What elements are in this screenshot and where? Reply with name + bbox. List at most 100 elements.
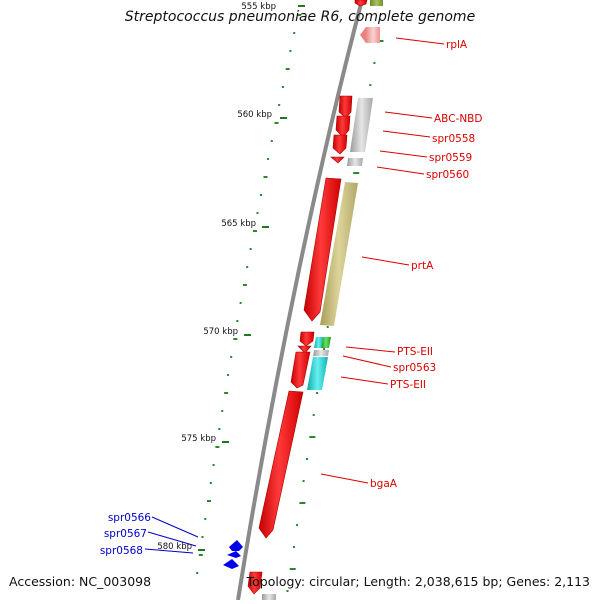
gc-dot xyxy=(236,320,239,322)
gc-dot xyxy=(306,458,308,460)
gc-dot xyxy=(212,464,215,466)
gc-dot xyxy=(227,374,230,376)
gc-dot xyxy=(263,176,268,178)
feature-bottom-grey[interactable] xyxy=(262,594,276,600)
gc-dot xyxy=(293,32,296,34)
gc-dot xyxy=(292,546,295,548)
gc-dot xyxy=(312,414,315,416)
label-pts-eii-2[interactable]: PTS-EII xyxy=(390,379,426,391)
gc-dot xyxy=(233,338,238,340)
scale-labels: 555 kbp 560 kbp 565 kbp 570 kbp 575 kbp … xyxy=(157,2,276,552)
cds-pts-eii-1[interactable] xyxy=(299,331,315,347)
gc-dot xyxy=(230,356,233,358)
label-leaders xyxy=(144,37,445,554)
feature-spr0563-grey[interactable] xyxy=(313,350,329,356)
label-rplA[interactable]: rplA xyxy=(446,39,468,51)
label-spr0568[interactable]: spr0568 xyxy=(100,545,143,557)
accession-text: Accession: NC_003098 xyxy=(9,574,152,589)
gc-dot xyxy=(373,62,376,64)
gc-dot xyxy=(239,302,242,304)
cds-spr0568[interactable] xyxy=(223,559,239,569)
gc-dot xyxy=(323,348,326,350)
gc-dot xyxy=(316,392,319,394)
label-spr0559[interactable]: spr0559 xyxy=(429,152,472,164)
tick-label-565: 565 kbp xyxy=(221,219,256,229)
gc-dot xyxy=(377,40,384,42)
label-spr0563[interactable]: spr0563 xyxy=(393,362,436,374)
cds-spr0558[interactable] xyxy=(335,115,351,138)
gc-dot xyxy=(296,524,299,526)
gc-dot xyxy=(242,284,247,286)
label-prtA[interactable]: prtA xyxy=(411,260,434,272)
gc-dot xyxy=(209,482,212,484)
scale-tick xyxy=(244,334,251,336)
map-title: Streptococcus pneumoniae R6, complete ge… xyxy=(124,9,476,25)
cds-spr0566[interactable] xyxy=(229,540,243,551)
cds-spr0559[interactable] xyxy=(332,134,348,155)
scale-tick xyxy=(262,226,269,228)
feature-rplA-pink-arrow[interactable] xyxy=(360,27,366,43)
feature-rplA-pink[interactable] xyxy=(366,27,380,43)
label-spr0567[interactable]: spr0567 xyxy=(104,528,147,540)
cds-bgaA[interactable] xyxy=(258,390,304,539)
genome-summary-text: Topology: circular; Length: 2,038,615 bp… xyxy=(246,574,590,589)
reverse-cds-track xyxy=(223,540,243,569)
cds-spr0563[interactable] xyxy=(297,345,312,354)
cds-pts-eii-2[interactable] xyxy=(290,351,311,389)
gc-dot xyxy=(198,554,203,556)
feature-pts-eii-cyan-long[interactable] xyxy=(307,357,328,390)
gc-dot xyxy=(289,50,292,52)
feature-abc-nbd-grey[interactable] xyxy=(350,98,373,152)
cds-spr0560[interactable] xyxy=(330,156,345,164)
label-bgaA[interactable]: bgaA xyxy=(370,478,398,490)
gc-dot xyxy=(224,392,229,394)
gc-dot xyxy=(302,480,305,482)
label-pts-eii-1[interactable]: PTS-EII xyxy=(397,346,433,358)
feature-track xyxy=(262,0,383,600)
scale-ticks xyxy=(198,5,305,551)
cds-abc-nbd[interactable] xyxy=(338,95,353,119)
gc-dot xyxy=(299,502,306,504)
gc-dot xyxy=(256,212,259,214)
label-spr0566[interactable]: spr0566 xyxy=(108,512,151,524)
label-abc-nbd[interactable]: ABC-NBD xyxy=(434,113,482,125)
cds-bottom-partial[interactable] xyxy=(247,571,263,595)
gc-dot xyxy=(270,140,273,142)
gc-dot xyxy=(274,122,279,124)
tick-label-560: 560 kbp xyxy=(237,110,272,120)
tick-label-575: 575 kbp xyxy=(181,434,216,444)
feature-pts-eii-cyan[interactable] xyxy=(314,337,323,348)
gc-dot xyxy=(267,158,270,160)
gc-dot xyxy=(289,568,296,570)
gc-dot xyxy=(369,84,372,86)
label-spr0558[interactable]: spr0558 xyxy=(432,133,475,145)
cds-rplA[interactable] xyxy=(354,0,368,7)
gc-dot xyxy=(215,446,220,448)
reverse-labels: spr0566 spr0567 spr0568 xyxy=(100,512,151,557)
gc-dot xyxy=(285,68,290,70)
feature-prtA-olive[interactable] xyxy=(320,182,358,326)
gc-dot xyxy=(309,436,316,438)
gc-dot xyxy=(260,194,262,196)
feature-spr0560-grey[interactable] xyxy=(347,158,363,166)
tick-label-555: 555 kbp xyxy=(241,2,276,12)
gc-dot xyxy=(353,172,360,174)
feature-pts-eii-green[interactable] xyxy=(321,337,331,348)
gc-dot xyxy=(218,428,221,430)
label-spr0560[interactable]: spr0560 xyxy=(426,169,469,181)
gc-dot xyxy=(249,248,252,250)
forward-labels: rplA ABC-NBD spr0558 spr0559 spr0560 prt… xyxy=(370,39,482,490)
scale-tick xyxy=(222,441,229,443)
cds-prtA[interactable] xyxy=(303,177,342,322)
tick-label-570: 570 kbp xyxy=(203,327,238,337)
gc-dot xyxy=(207,500,211,502)
gc-dot xyxy=(204,518,207,520)
genome-backbone xyxy=(236,0,364,601)
feature-rplA-olive[interactable] xyxy=(370,0,383,6)
gc-dot xyxy=(253,230,257,232)
cds-spr0567[interactable] xyxy=(227,551,241,558)
gc-dot xyxy=(221,410,224,412)
forward-cds-track xyxy=(247,0,368,595)
